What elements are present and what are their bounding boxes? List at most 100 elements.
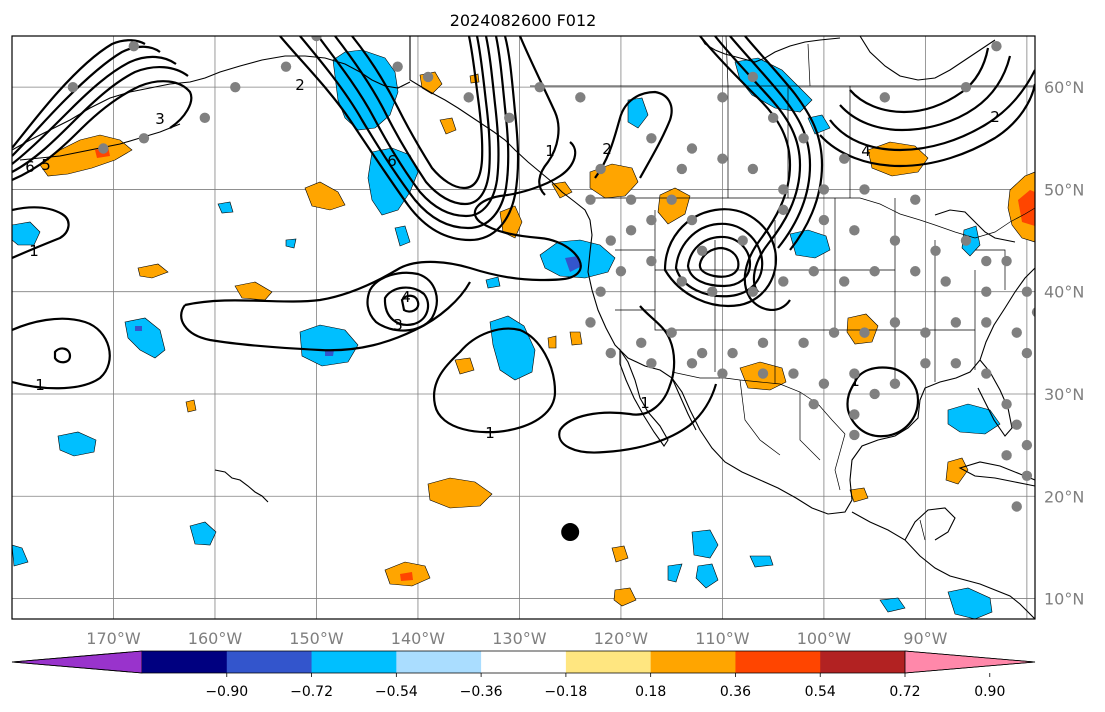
- station-dot: [230, 81, 241, 93]
- red-spot: [1018, 190, 1035, 226]
- location-marker: [561, 523, 580, 542]
- blue-region: [947, 403, 1001, 435]
- latitude-label: 20°N: [1044, 487, 1084, 506]
- longitude-label: 130°W: [492, 629, 547, 648]
- orange-region: [304, 181, 346, 211]
- colorbar-label: −0.18: [544, 684, 587, 700]
- latitude-label: 10°N: [1044, 590, 1084, 609]
- colorbar-min-extension: [11, 650, 143, 674]
- map-area: 1 1 1 1 1 2 2 2 3 3 4 5 6 6 4 1: [12, 36, 1035, 619]
- orange-region: [551, 181, 573, 199]
- mexico-states: [739, 379, 926, 541]
- orange-region: [234, 281, 273, 301]
- latitude-tick-labels: 10°N 20°N 30°N 40°N 50°N 60°N: [1044, 78, 1084, 608]
- contour-label: 4: [861, 142, 871, 160]
- baja-california: [619, 348, 669, 447]
- orange-region: [657, 187, 691, 225]
- orange-region: [849, 487, 869, 503]
- station-dot: [67, 81, 79, 93]
- contour-line: [334, 36, 491, 206]
- colorbar-tick-labels: −0.90 −0.72 −0.54 −0.36 −0.18 0.18 0.36 0.54 0.7…: [205, 673, 1005, 700]
- station-dot: [463, 92, 474, 103]
- contour-line: [594, 90, 673, 179]
- contour-line: [184, 141, 582, 307]
- station-dot: [798, 337, 809, 349]
- station-dot: [717, 153, 728, 164]
- station-dot: [960, 81, 972, 93]
- station-dot: [767, 112, 779, 124]
- figure-title: 2024082600 F012: [450, 11, 597, 30]
- blue-region: [695, 563, 719, 589]
- station-dot: [889, 317, 901, 328]
- red-spot: [400, 572, 413, 581]
- station-dot: [199, 112, 211, 124]
- blue-region: [485, 276, 501, 289]
- station-dot: [889, 378, 901, 389]
- station-dot: [666, 327, 677, 338]
- contour-line: [299, 36, 510, 230]
- station-dot: [615, 266, 627, 277]
- station-dot: [839, 153, 850, 164]
- contour-line: [819, 83, 1035, 168]
- contour-label: 5: [41, 156, 51, 174]
- station-dot: [839, 276, 850, 287]
- station-dot: [747, 163, 759, 175]
- station-dot: [605, 347, 616, 359]
- station-dot: [534, 81, 545, 93]
- station-dot: [818, 214, 830, 226]
- station-dot: [595, 163, 606, 175]
- station-dot: [849, 225, 860, 236]
- blue-region: [879, 597, 906, 613]
- station-dot: [778, 276, 789, 287]
- longitude-label: 150°W: [289, 629, 344, 648]
- contour-line: [12, 317, 111, 390]
- orange-region: [427, 477, 493, 509]
- station-dot: [757, 337, 769, 349]
- station-dot: [138, 133, 150, 144]
- station-dot: [991, 41, 1002, 52]
- graticule: [12, 36, 1035, 619]
- orange-region: [137, 263, 169, 279]
- station-dot: [869, 388, 880, 400]
- colorbar-segment: [311, 651, 397, 673]
- station-dot: [1001, 399, 1012, 410]
- station-dot: [757, 368, 769, 379]
- contour-line: [839, 55, 1012, 132]
- blue-region: [807, 114, 831, 135]
- contour-line: [12, 66, 189, 173]
- station-dot: [808, 266, 819, 277]
- contour-line: [400, 294, 420, 313]
- station-dot: [422, 71, 434, 83]
- contour-label: 3: [155, 110, 165, 128]
- latitude-label: 30°N: [1044, 385, 1084, 404]
- colorbar-label: −0.54: [375, 684, 418, 700]
- station-dot: [98, 143, 109, 154]
- blue-region: [749, 555, 774, 568]
- blue-region: [691, 529, 719, 559]
- station-dot: [575, 92, 586, 103]
- contour-line: [12, 206, 70, 260]
- station-dot: [666, 194, 677, 205]
- station-dot: [778, 184, 789, 195]
- station-dot: [717, 92, 728, 103]
- colorbar-label: 0.18: [635, 684, 666, 700]
- station-dot: [981, 286, 992, 297]
- colorbar: [11, 650, 1036, 674]
- florida: [977, 359, 1013, 437]
- blue-region: [394, 225, 411, 247]
- longitude-tick-labels: 170°W 160°W 150°W 140°W 130°W 120°W 110°W 100°W…: [86, 629, 947, 648]
- station-dot: [849, 409, 860, 420]
- central-america-coast: [851, 511, 1035, 619]
- canadian-arctic: [699, 36, 841, 63]
- us-canada-border: [590, 197, 1035, 239]
- station-dot: [920, 358, 931, 369]
- station-dot: [1011, 327, 1022, 338]
- blue-region: [299, 324, 359, 367]
- station-dot: [981, 368, 992, 379]
- dark-blue-spot: [565, 256, 582, 272]
- station-markers: [67, 36, 1035, 512]
- contour-line: [351, 36, 484, 190]
- orange-region: [613, 587, 637, 607]
- contour-line: [849, 47, 990, 114]
- station-dot: [646, 358, 657, 369]
